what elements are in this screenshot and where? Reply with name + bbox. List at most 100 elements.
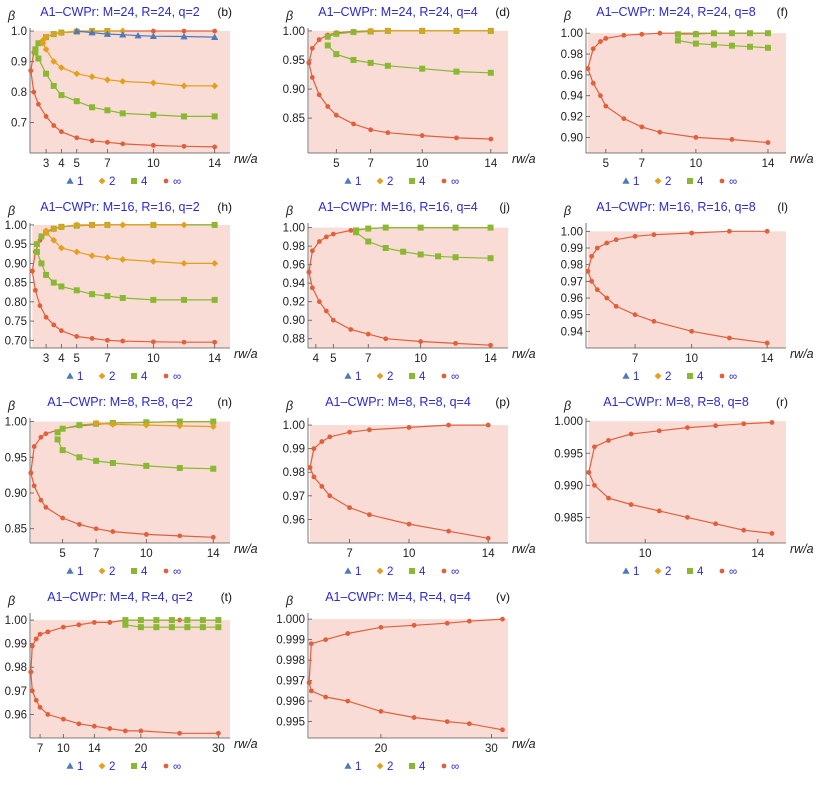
series-sinf bbox=[585, 66, 771, 145]
data-point bbox=[74, 334, 80, 339]
y-tick-label: 0.94 bbox=[561, 91, 584, 103]
legend-marker-s4 bbox=[131, 763, 137, 769]
data-point bbox=[418, 27, 426, 35]
data-point bbox=[50, 30, 58, 38]
y-axis-label: β bbox=[7, 204, 15, 218]
legend-marker-s4 bbox=[131, 373, 137, 379]
data-point bbox=[180, 221, 188, 229]
data-point bbox=[138, 728, 144, 734]
data-point bbox=[181, 296, 188, 303]
data-point bbox=[58, 223, 65, 231]
data-point bbox=[59, 129, 64, 135]
data-point bbox=[59, 447, 66, 454]
x-tick-label: 4 bbox=[58, 158, 65, 170]
legend-marker-s1 bbox=[66, 372, 74, 379]
data-point bbox=[153, 624, 160, 631]
legend-marker-s2 bbox=[376, 567, 384, 575]
legend-marker-s1 bbox=[344, 567, 352, 574]
data-point bbox=[122, 621, 129, 628]
data-point bbox=[385, 130, 391, 136]
data-point bbox=[104, 107, 111, 114]
series-line bbox=[45, 232, 215, 264]
data-point bbox=[651, 318, 657, 324]
legend: 1 2 4 ∞ bbox=[622, 176, 737, 188]
legend-label: 4 bbox=[419, 371, 426, 383]
series-line bbox=[587, 230, 768, 272]
data-point bbox=[143, 532, 149, 537]
data-point bbox=[347, 429, 352, 435]
data-point bbox=[606, 438, 611, 443]
x-tick-label: 5 bbox=[603, 158, 609, 170]
data-point bbox=[628, 502, 634, 507]
data-point bbox=[741, 421, 747, 427]
x-tick-label: 7 bbox=[104, 158, 110, 170]
data-point bbox=[728, 30, 735, 37]
data-point bbox=[417, 251, 424, 258]
y-tick-label: 1.00 bbox=[283, 26, 305, 38]
data-point bbox=[365, 331, 371, 337]
data-point bbox=[435, 253, 442, 260]
data-point bbox=[59, 425, 66, 432]
data-point bbox=[88, 252, 96, 260]
x-tick-label: 4 bbox=[58, 353, 65, 365]
data-point bbox=[323, 694, 329, 700]
data-point bbox=[32, 49, 39, 56]
y-tick-label: 0.96 bbox=[561, 70, 583, 82]
legend-marker-s4 bbox=[687, 568, 693, 574]
data-point bbox=[319, 439, 325, 444]
legend-label: 1 bbox=[77, 761, 83, 773]
data-point bbox=[613, 303, 619, 309]
legend-marker-s2 bbox=[98, 567, 106, 575]
y-tick-label: 0.94 bbox=[561, 326, 584, 338]
y-tick-label: 1.00 bbox=[5, 615, 27, 627]
data-point bbox=[692, 31, 699, 38]
data-point bbox=[212, 144, 218, 150]
legend-label: 1 bbox=[633, 371, 639, 383]
y-tick-label: 0.85 bbox=[283, 113, 305, 125]
series-s4 bbox=[674, 30, 771, 38]
x-tick-label: 3 bbox=[43, 353, 49, 365]
data-point bbox=[330, 317, 336, 323]
data-point bbox=[585, 66, 591, 72]
series-sinf bbox=[29, 268, 218, 345]
x-tick-label: 10 bbox=[147, 158, 160, 170]
data-point bbox=[180, 259, 188, 267]
data-point bbox=[306, 60, 312, 66]
x-tick-label: 7 bbox=[367, 158, 373, 170]
data-point bbox=[50, 236, 58, 244]
data-point bbox=[181, 339, 187, 345]
legend-label: 4 bbox=[141, 176, 148, 188]
data-point bbox=[621, 116, 627, 122]
data-point bbox=[592, 482, 597, 488]
legend-label: 1 bbox=[355, 761, 361, 773]
data-point bbox=[606, 495, 611, 501]
data-point bbox=[36, 101, 41, 107]
data-point bbox=[35, 40, 42, 47]
data-point bbox=[32, 46, 39, 53]
data-point bbox=[122, 728, 128, 734]
x-tick-label: 5 bbox=[59, 548, 65, 560]
data-point bbox=[324, 42, 331, 49]
shaded-region bbox=[32, 224, 230, 348]
data-point bbox=[42, 45, 50, 53]
shaded-region bbox=[588, 421, 786, 543]
data-point bbox=[769, 420, 775, 425]
data-point bbox=[103, 76, 111, 84]
data-point bbox=[406, 521, 412, 527]
series-s4 bbox=[324, 42, 494, 76]
data-point bbox=[592, 444, 597, 450]
legend-label: ∞ bbox=[451, 761, 459, 773]
data-point bbox=[50, 82, 57, 89]
data-point bbox=[769, 530, 775, 536]
data-point bbox=[32, 287, 38, 293]
data-point bbox=[91, 620, 97, 625]
data-point bbox=[589, 253, 595, 259]
legend-label: 2 bbox=[387, 566, 393, 578]
x-tick-label: 14 bbox=[762, 158, 775, 170]
data-point bbox=[54, 436, 61, 443]
panel-title: A1–CWPr: M=8, R=8, q=8 bbox=[603, 395, 749, 409]
data-point bbox=[109, 460, 116, 466]
shaded-region bbox=[308, 227, 508, 348]
series-s2 bbox=[92, 419, 217, 430]
y-tick-label: 0.999 bbox=[276, 635, 305, 647]
